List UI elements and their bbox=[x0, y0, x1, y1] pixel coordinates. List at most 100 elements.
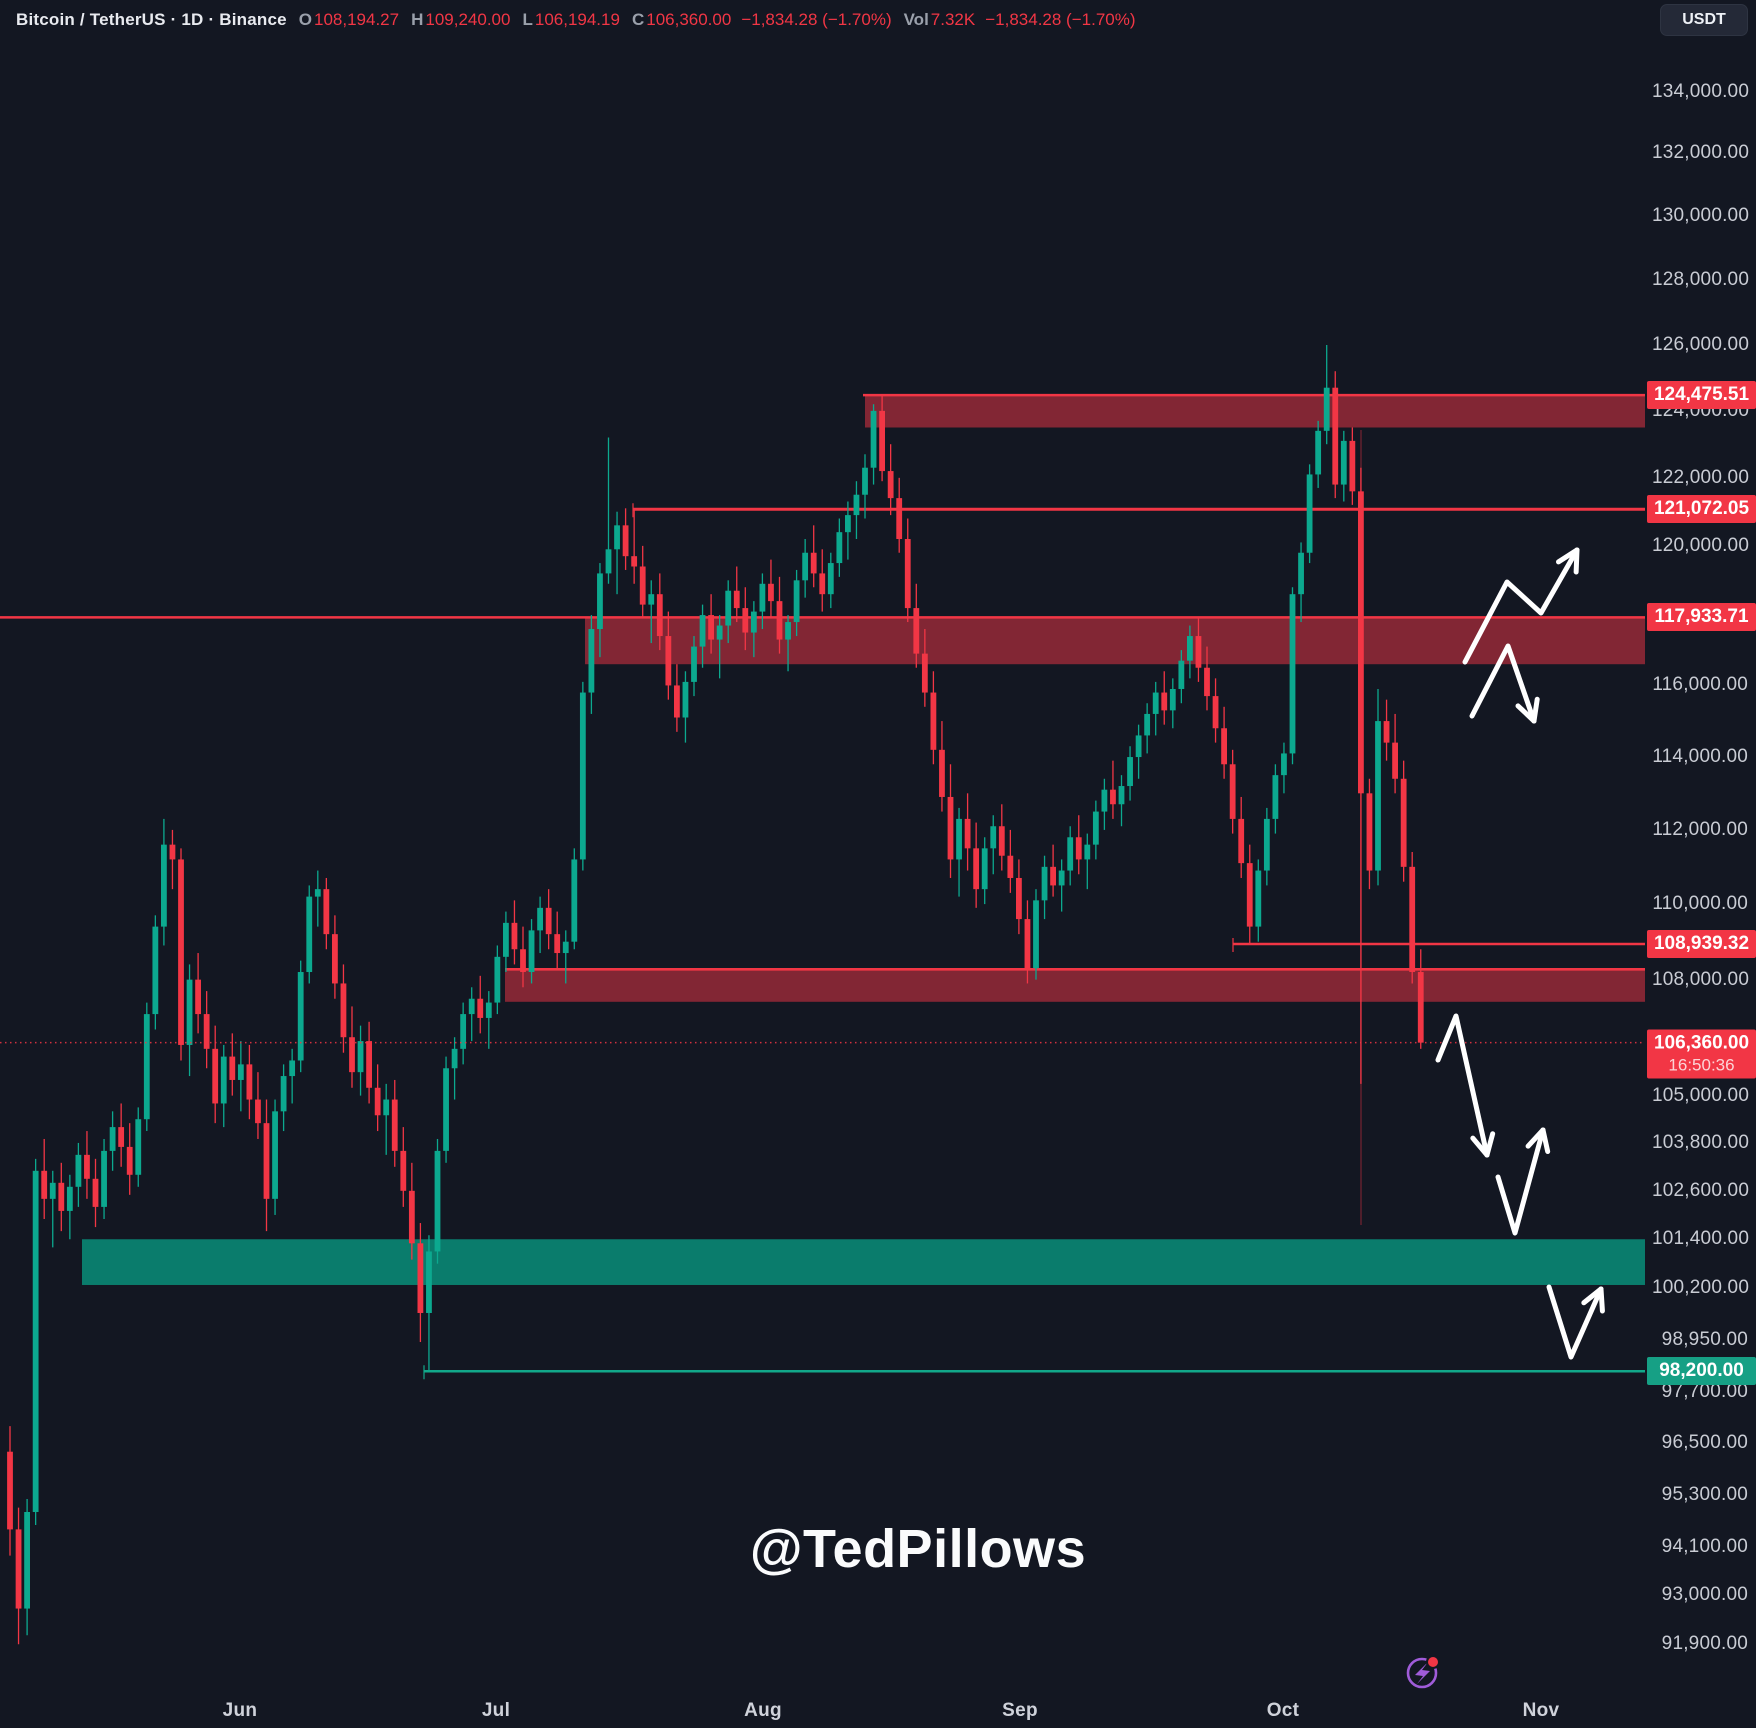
candle-body bbox=[126, 1146, 133, 1175]
candle-body bbox=[246, 1064, 253, 1100]
candle-body bbox=[314, 889, 321, 897]
ohlc-value: 108,194.27 bbox=[314, 10, 400, 29]
candle-body bbox=[1375, 721, 1381, 871]
price-tick: 126,000.00 bbox=[1652, 334, 1750, 355]
candle-body bbox=[366, 1041, 372, 1088]
candle-body bbox=[1323, 387, 1330, 431]
candle-body bbox=[708, 615, 714, 640]
candle-body bbox=[759, 583, 766, 612]
candle-body bbox=[255, 1099, 261, 1124]
price-tick: 91,900.00 bbox=[1661, 1633, 1748, 1655]
projection-down-106360[interactable] bbox=[1435, 1013, 1490, 1158]
candle-body bbox=[408, 1190, 415, 1244]
candle-body bbox=[468, 998, 475, 1015]
candle-body bbox=[49, 1182, 56, 1199]
supply-108000-zone[interactable] bbox=[505, 969, 1645, 1002]
projection-up-117933[interactable] bbox=[1462, 547, 1580, 665]
price-tick: 97,700.00 bbox=[1661, 1381, 1748, 1403]
candle-body bbox=[879, 410, 885, 472]
symbol-title[interactable]: Bitcoin / TetherUS · 1D · Binance bbox=[16, 10, 287, 29]
candle-body bbox=[195, 979, 201, 1015]
candle-body bbox=[1204, 667, 1210, 697]
candle-body bbox=[1238, 818, 1245, 864]
candle-body bbox=[716, 625, 723, 640]
candle-body bbox=[306, 896, 313, 973]
candle-body bbox=[186, 979, 193, 1045]
ohlc-value: 106,194.19 bbox=[534, 10, 620, 29]
price-tick: 93,000.00 bbox=[1661, 1584, 1748, 1606]
candle-body bbox=[280, 1076, 287, 1112]
projection-up-98950-head bbox=[1598, 1286, 1605, 1314]
candle-body bbox=[913, 608, 920, 654]
candle-body bbox=[477, 998, 484, 1018]
price-tick: 100,200.00 bbox=[1652, 1277, 1750, 1299]
candle-body bbox=[297, 972, 304, 1061]
month-label-aug: Aug bbox=[744, 1700, 782, 1721]
price-tick: 95,300.00 bbox=[1661, 1483, 1748, 1505]
candle-body bbox=[109, 1127, 116, 1151]
candle-body bbox=[998, 826, 1005, 856]
candle-body bbox=[1212, 696, 1219, 729]
candle-body bbox=[178, 859, 184, 1045]
flash-icon[interactable] bbox=[1406, 1657, 1438, 1689]
currency-toggle-button[interactable]: USDT bbox=[1660, 4, 1748, 36]
price-tick: 132,000.00 bbox=[1652, 142, 1750, 164]
candle-body bbox=[1392, 742, 1398, 779]
candle-body bbox=[1417, 972, 1424, 1043]
candle-body bbox=[554, 934, 561, 954]
candle-body bbox=[1178, 660, 1185, 689]
candle-body bbox=[1187, 636, 1193, 661]
level-price-label[interactable]: 121,072.05 bbox=[1647, 495, 1756, 524]
volume-label: Vol bbox=[903, 10, 929, 29]
projection-up-98950[interactable] bbox=[1546, 1284, 1604, 1360]
price-tick: 102,600.00 bbox=[1652, 1179, 1750, 1201]
level-price-label[interactable]: 117,933.71 bbox=[1647, 603, 1756, 632]
candle-body bbox=[289, 1060, 296, 1077]
candle-body bbox=[793, 580, 800, 623]
candle-body bbox=[904, 539, 911, 609]
level-price-label[interactable]: 98,200.00 bbox=[1647, 1357, 1756, 1386]
candle-body bbox=[562, 941, 569, 954]
candle-body bbox=[135, 1119, 142, 1175]
candle-body bbox=[1118, 786, 1125, 805]
candle-body bbox=[836, 532, 843, 564]
price-tick: 134,000.00 bbox=[1652, 80, 1750, 102]
candle-body bbox=[460, 1014, 467, 1049]
ohlc-value: 106,360.00 bbox=[646, 10, 732, 29]
month-label-jun: Jun bbox=[222, 1700, 258, 1721]
candle-body bbox=[340, 983, 347, 1038]
candle-body bbox=[725, 590, 732, 626]
candle-body bbox=[896, 498, 903, 540]
countdown-timer: 16:50:36 bbox=[1668, 1055, 1735, 1075]
candle-body bbox=[58, 1182, 65, 1211]
candle-body bbox=[827, 563, 834, 595]
ohlc-letter: L bbox=[522, 10, 533, 29]
projection-bounce-103800-head bbox=[1540, 1127, 1551, 1154]
candle-body bbox=[1024, 919, 1031, 969]
candle-body bbox=[785, 622, 791, 640]
candle-body bbox=[1298, 552, 1304, 595]
candle-body bbox=[973, 848, 980, 890]
current-price-label[interactable]: 106,360.00 16:50:36 bbox=[1647, 1029, 1756, 1079]
candle-body bbox=[605, 549, 612, 574]
candle-body bbox=[733, 590, 740, 609]
demand-101400-zone[interactable] bbox=[82, 1239, 1645, 1285]
projection-up-117933-head bbox=[1555, 547, 1580, 565]
candle-body bbox=[1349, 440, 1356, 492]
candle-body bbox=[588, 629, 595, 693]
projection-down-106360-head bbox=[1470, 1135, 1490, 1158]
projection-bounce-103800[interactable] bbox=[1495, 1127, 1546, 1236]
price-tick: 96,500.00 bbox=[1661, 1432, 1748, 1454]
candle-body bbox=[648, 594, 655, 605]
candle-body bbox=[1016, 877, 1022, 920]
candle-body bbox=[1366, 793, 1373, 871]
candle-body bbox=[656, 594, 663, 637]
supply-124475-zone[interactable] bbox=[865, 395, 1645, 428]
candle-body bbox=[1101, 789, 1108, 812]
projection-down-117933[interactable] bbox=[1469, 643, 1537, 724]
candle-body bbox=[374, 1087, 381, 1116]
level-price-label[interactable]: 108,939.32 bbox=[1647, 929, 1756, 958]
candle-body bbox=[691, 646, 697, 682]
level-price-label[interactable]: 124,475.51 bbox=[1647, 381, 1756, 410]
